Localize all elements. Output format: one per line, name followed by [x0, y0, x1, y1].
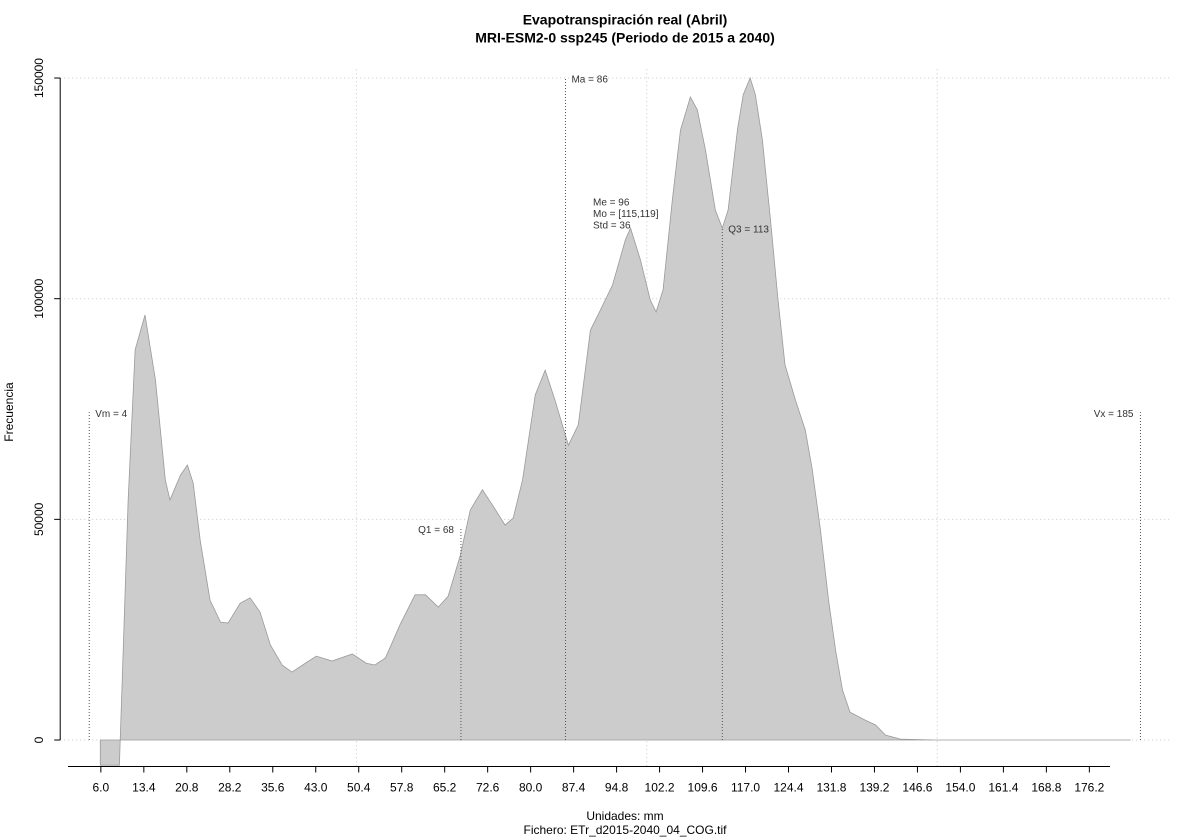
x-tick-label: 35.6	[261, 781, 285, 795]
x-tick-label: 72.6	[476, 781, 500, 795]
x-tick-label: 131.8	[816, 781, 846, 795]
x-tick-label: 117.0	[731, 781, 760, 795]
annotation-label: Vx = 185	[1094, 409, 1134, 420]
annotation-label: Q1 = 68	[418, 525, 454, 536]
x-tick-label: 43.0	[304, 781, 328, 795]
x-tick-label: 80.0	[519, 781, 543, 795]
annotation-label: Q3 = 113	[728, 225, 769, 236]
y-tick-label: 0	[32, 736, 46, 743]
annotation-label: Vm = 4	[95, 409, 127, 420]
x-tick-label: 50.4	[347, 781, 371, 795]
x-tick-label: 109.6	[688, 781, 718, 795]
x-tick-label: 65.2	[433, 781, 457, 795]
x-tick-label: 146.6	[902, 781, 932, 795]
stat-label: Me = 96	[593, 198, 630, 209]
x-tick-label: 139.2	[859, 781, 889, 795]
x-tick-label: 28.2	[218, 781, 242, 795]
annotation-label: Ma = 86	[571, 75, 608, 86]
caption: Fichero: ETr_d2015-2040_04_COG.tif	[524, 823, 728, 837]
stat-label: Std = 36	[593, 221, 631, 232]
x-tick-label: 124.4	[773, 781, 803, 795]
x-tick-label: 94.8	[605, 781, 629, 795]
y-tick-label: 50000	[32, 502, 46, 536]
x-tick-label: 176.2	[1074, 781, 1104, 795]
x-tick-label: 168.8	[1031, 781, 1061, 795]
x-tick-label: 13.4	[132, 781, 156, 795]
stat-label: Mo = [115,119]	[593, 209, 659, 220]
chart-subtitle: MRI-ESM2-0 ssp245 (Periodo de 2015 a 204…	[475, 30, 775, 46]
x-tick-label: 6.0	[93, 781, 110, 795]
x-tick-label: 161.4	[988, 781, 1018, 795]
x-tick-label: 154.0	[945, 781, 975, 795]
y-tick-label: 100000	[32, 278, 46, 318]
y-tick-label: 150000	[32, 58, 46, 98]
x-tick-label: 87.4	[562, 781, 586, 795]
area	[99, 76, 1131, 766]
x-tick-label: 20.8	[175, 781, 199, 795]
chart-title: Evapotranspiración real (Abril)	[523, 12, 728, 28]
y-axis-label: Frecuencia	[2, 382, 16, 442]
x-tick-label: 102.2	[645, 781, 675, 795]
x-tick-label: 57.8	[390, 781, 414, 795]
x-axis-label: Unidades: mm	[586, 809, 663, 823]
